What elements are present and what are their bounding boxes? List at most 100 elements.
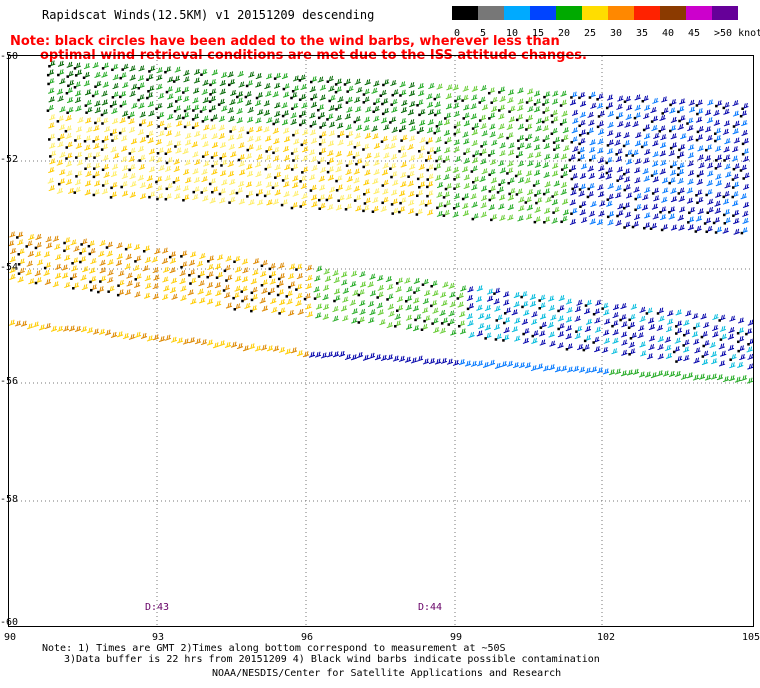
wind-barb — [457, 301, 464, 308]
wind-barb — [467, 320, 474, 327]
wind-barb — [729, 315, 736, 322]
wind-barb — [48, 122, 55, 129]
wind-barb — [705, 225, 713, 234]
wind-barb — [644, 212, 651, 219]
wind-barb — [675, 327, 683, 335]
wind-barb — [263, 109, 270, 116]
wind-barb — [287, 309, 295, 316]
wind-barb — [598, 191, 605, 198]
wind-barb — [683, 355, 690, 362]
wind-barb — [306, 274, 313, 282]
wind-barb — [687, 125, 694, 132]
wind-barb — [47, 177, 54, 184]
wind-barb — [74, 134, 82, 142]
wind-barb — [225, 302, 233, 309]
wind-barb — [164, 147, 172, 156]
wind-barb — [434, 358, 442, 365]
wind-barb — [219, 141, 227, 149]
wind-barb — [571, 182, 579, 191]
wind-barb — [17, 258, 26, 266]
wind-barb — [268, 263, 276, 271]
wind-barb — [362, 161, 370, 169]
wind-barb — [146, 92, 154, 100]
wind-barb — [503, 327, 510, 334]
wind-barb — [319, 166, 327, 173]
wind-barb — [282, 91, 290, 98]
wind-barb — [746, 346, 753, 353]
wind-barb — [314, 351, 322, 358]
wind-barb — [211, 168, 218, 175]
wind-barb — [129, 90, 136, 97]
wind-barb — [480, 123, 487, 130]
wind-barb — [506, 132, 514, 140]
wind-barb — [101, 62, 109, 70]
wind-barb — [498, 86, 506, 94]
wind-barb — [168, 251, 177, 259]
wind-barb — [515, 188, 523, 196]
wind-barb — [57, 133, 65, 141]
wind-barb — [527, 106, 534, 113]
wind-barb — [392, 179, 399, 186]
wind-barb — [572, 145, 579, 153]
wind-barb — [354, 78, 361, 85]
wind-barb — [194, 159, 201, 166]
wind-barb — [347, 140, 354, 147]
wind-barb — [418, 199, 426, 206]
wind-barb — [349, 299, 356, 306]
wind-barb — [289, 263, 296, 270]
wind-barb — [346, 85, 354, 93]
wind-barb — [404, 356, 412, 363]
wind-barb — [355, 124, 363, 131]
wind-barb — [218, 188, 226, 196]
wind-barb — [678, 115, 686, 123]
wind-barb — [695, 215, 703, 222]
wind-barb — [82, 266, 89, 273]
wind-barb — [534, 161, 542, 168]
wind-barb — [570, 136, 578, 144]
wind-barb — [174, 130, 181, 138]
wind-barb — [718, 314, 726, 322]
wind-barb — [200, 133, 208, 140]
wind-barb — [644, 148, 651, 155]
wind-barb — [480, 194, 488, 202]
wind-barb — [486, 288, 494, 295]
wind-barb — [128, 118, 135, 125]
wind-barb — [17, 239, 24, 246]
wind-barb — [112, 83, 119, 90]
wind-barb — [712, 324, 719, 332]
wind-barb — [560, 163, 569, 171]
wind-barb — [615, 148, 623, 156]
wind-barb — [747, 353, 754, 360]
wind-barb — [603, 318, 611, 325]
wind-barb — [56, 115, 64, 123]
wind-barb — [614, 368, 622, 375]
wind-barb — [43, 251, 51, 258]
wind-barb — [531, 311, 538, 318]
wind-barb — [633, 112, 641, 120]
wind-barb — [332, 315, 339, 322]
wind-barb — [266, 117, 273, 124]
wind-barb — [155, 176, 163, 184]
wind-barb — [129, 173, 136, 180]
wind-barb — [63, 237, 71, 245]
wind-barb — [238, 198, 245, 205]
wind-barb — [220, 71, 228, 79]
wind-barb — [521, 318, 528, 325]
wind-barb — [187, 289, 194, 296]
wind-barb — [165, 86, 173, 94]
wind-barb — [404, 277, 411, 284]
wind-barb — [57, 60, 65, 67]
wind-barb — [693, 357, 700, 364]
wind-barb — [65, 152, 73, 160]
wind-barb — [373, 115, 380, 122]
wind-barb — [314, 275, 321, 282]
wind-barb — [542, 125, 549, 132]
wind-barb — [568, 154, 576, 162]
wind-barb — [377, 284, 384, 291]
wind-barb — [695, 116, 703, 123]
wind-barb — [281, 119, 289, 126]
legend-label: 10 — [506, 28, 519, 39]
wind-barb — [256, 126, 263, 133]
wind-barb — [732, 110, 740, 117]
wind-barb — [553, 143, 561, 151]
